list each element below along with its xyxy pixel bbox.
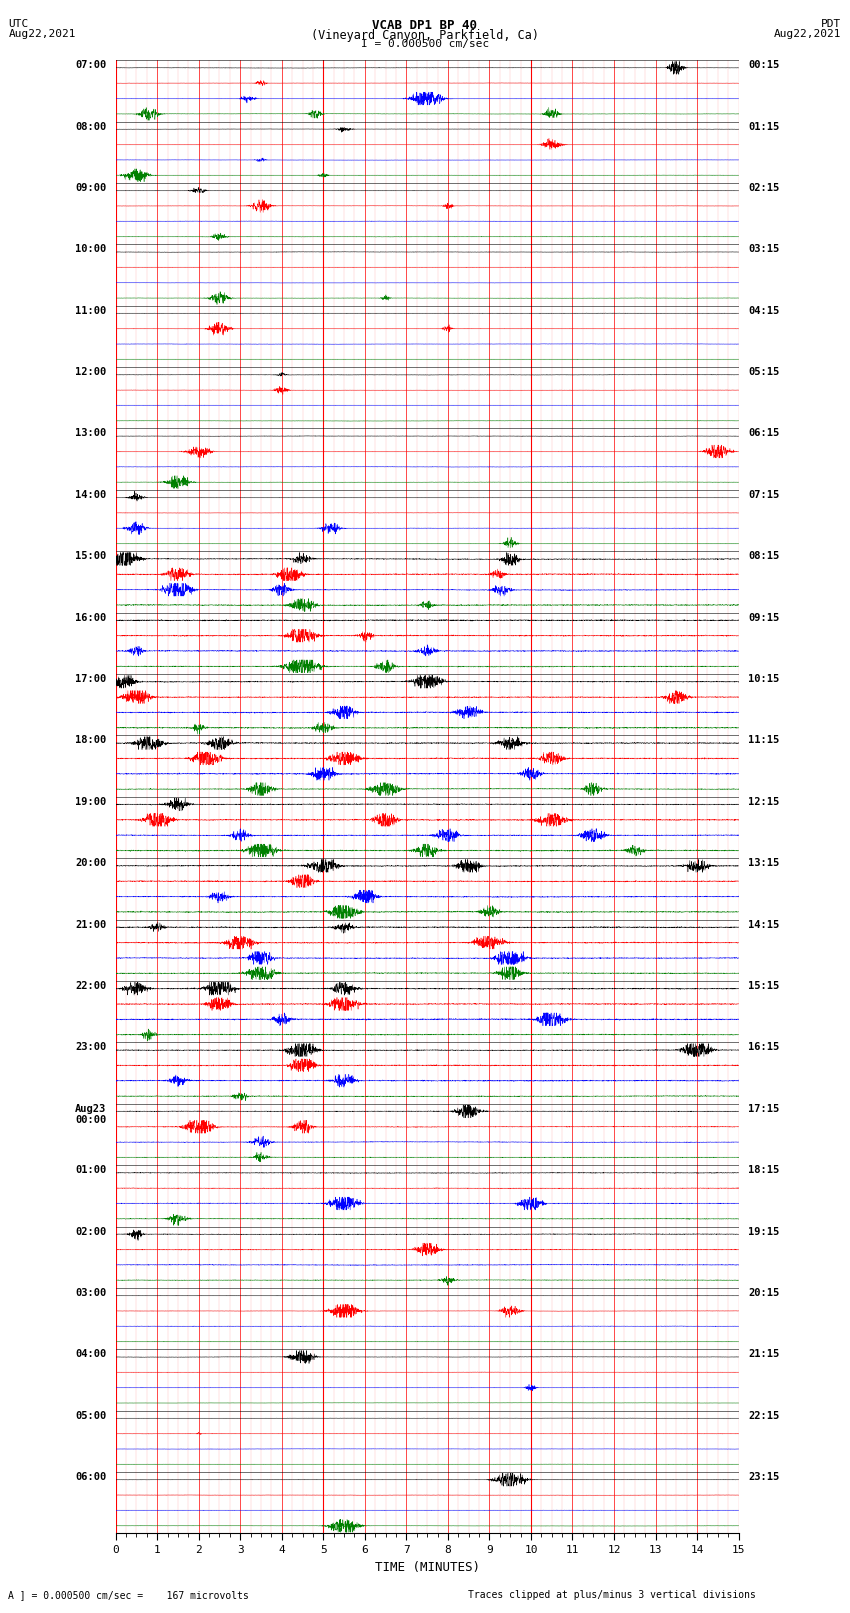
Text: 07:15: 07:15 [748,490,779,500]
Text: 13:00: 13:00 [75,429,106,439]
Text: 06:15: 06:15 [748,429,779,439]
Text: A ] = 0.000500 cm/sec =    167 microvolts: A ] = 0.000500 cm/sec = 167 microvolts [8,1590,249,1600]
Text: UTC: UTC [8,19,29,29]
Text: PDT: PDT [821,19,842,29]
Text: 07:00: 07:00 [75,60,106,69]
Text: I = 0.000500 cm/sec: I = 0.000500 cm/sec [361,39,489,48]
Text: 05:00: 05:00 [75,1411,106,1421]
Text: 13:15: 13:15 [748,858,779,868]
Text: 22:15: 22:15 [748,1411,779,1421]
Text: 09:15: 09:15 [748,613,779,623]
Text: 17:00: 17:00 [75,674,106,684]
Text: 01:15: 01:15 [748,121,779,132]
Text: 10:00: 10:00 [75,244,106,255]
Text: 18:15: 18:15 [748,1165,779,1176]
Text: 08:15: 08:15 [748,552,779,561]
Text: 11:15: 11:15 [748,736,779,745]
Text: 15:00: 15:00 [75,552,106,561]
Text: 09:00: 09:00 [75,182,106,194]
Text: 01:00: 01:00 [75,1165,106,1176]
Text: 20:15: 20:15 [748,1287,779,1298]
Text: 02:00: 02:00 [75,1226,106,1237]
Text: 11:00: 11:00 [75,306,106,316]
Text: 17:15: 17:15 [748,1103,779,1113]
Text: 21:00: 21:00 [75,919,106,929]
Text: 19:15: 19:15 [748,1226,779,1237]
Text: 21:15: 21:15 [748,1350,779,1360]
Text: 16:00: 16:00 [75,613,106,623]
Text: (Vineyard Canyon, Parkfield, Ca): (Vineyard Canyon, Parkfield, Ca) [311,29,539,42]
Text: 04:15: 04:15 [748,306,779,316]
Text: 22:00: 22:00 [75,981,106,990]
Text: 02:15: 02:15 [748,182,779,194]
Text: Aug23
00:00: Aug23 00:00 [75,1103,106,1126]
Text: 14:00: 14:00 [75,490,106,500]
Text: 16:15: 16:15 [748,1042,779,1052]
Text: 12:00: 12:00 [75,368,106,377]
Text: 08:00: 08:00 [75,121,106,132]
X-axis label: TIME (MINUTES): TIME (MINUTES) [375,1561,479,1574]
Text: 05:15: 05:15 [748,368,779,377]
Text: Aug22,2021: Aug22,2021 [8,29,76,39]
Text: Traces clipped at plus/minus 3 vertical divisions: Traces clipped at plus/minus 3 vertical … [468,1590,756,1600]
Text: 00:15: 00:15 [748,60,779,69]
Text: 14:15: 14:15 [748,919,779,929]
Text: 19:00: 19:00 [75,797,106,806]
Text: 04:00: 04:00 [75,1350,106,1360]
Text: 12:15: 12:15 [748,797,779,806]
Text: 03:00: 03:00 [75,1287,106,1298]
Text: 23:00: 23:00 [75,1042,106,1052]
Text: Aug22,2021: Aug22,2021 [774,29,842,39]
Text: 06:00: 06:00 [75,1473,106,1482]
Text: 18:00: 18:00 [75,736,106,745]
Text: 20:00: 20:00 [75,858,106,868]
Text: 23:15: 23:15 [748,1473,779,1482]
Text: 03:15: 03:15 [748,244,779,255]
Text: 10:15: 10:15 [748,674,779,684]
Text: VCAB DP1 BP 40: VCAB DP1 BP 40 [372,19,478,32]
Text: 15:15: 15:15 [748,981,779,990]
